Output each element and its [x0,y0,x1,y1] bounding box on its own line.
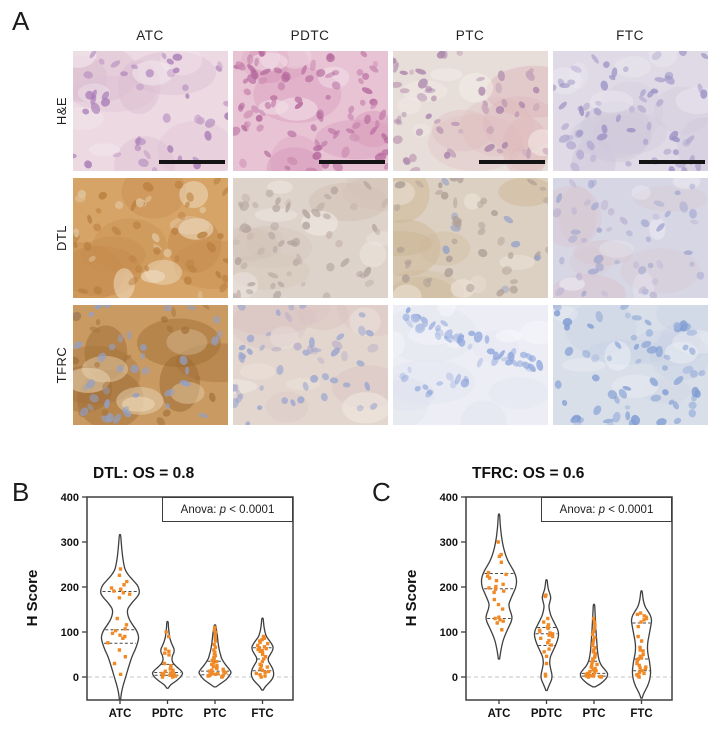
anova-prefix: Anova: [180,503,220,516]
x-tick-label: ATC [109,708,132,720]
column-header-ftc: FTC [616,28,644,43]
x-tick-label: FTC [251,708,273,720]
y-tick-label: 300 [61,537,79,549]
tissue-image [73,305,228,425]
row-label-dtl: DTL [54,224,69,252]
tissue-image [233,305,388,425]
chart-tfrc-ylabel: H Score [403,569,420,627]
tissue-image [553,305,708,425]
histology-cell-DTL-PDTC [233,178,388,298]
tissue-image [553,51,708,171]
tissue-image [393,51,548,171]
histology-cell-DTL-ATC [73,178,228,298]
chart-dtl-title: DTL: OS = 0.8 [93,465,195,482]
chart-dtl-anova-annotation: Anova: p < 0.0001 [162,497,293,522]
data-points-PDTC [537,593,555,678]
data-points-FTC [635,611,649,679]
anova-value: < 0.0001 [226,503,275,516]
data-points-PTC [584,616,604,679]
anova-prefix: Anova: [559,503,599,516]
anova-p-symbol: p [598,503,606,516]
x-tick-label: PDTC [152,708,183,720]
histology-cell-HE-ATC [73,51,228,171]
column-header-pdtc: PDTC [290,28,330,43]
anova-value: < 0.0001 [605,503,654,516]
chart-tfrc-anova-annotation: Anova: p < 0.0001 [541,497,672,522]
tissue-image [233,178,388,298]
x-tick-label: PTC [583,708,606,720]
chart-dtl: DTL: OS = 0.8 Anova: p < 0.0001 H Score … [0,464,330,733]
violin-ATC [480,513,518,660]
y-tick-label: 100 [61,627,79,639]
column-header-atc: ATC [136,28,164,43]
tissue-image [393,305,548,425]
scale-bar [319,160,385,164]
row-label-tfrc: TFRC [54,346,69,384]
tissue-image [393,178,548,298]
histology-cell-HE-PDTC [233,51,388,171]
y-tick-label: 0 [73,672,79,684]
data-points-FTC [254,634,271,679]
scale-bar [479,160,545,164]
chart-dtl-ylabel: H Score [24,569,41,627]
tissue-image [233,51,388,171]
x-tick-label: PDTC [531,708,562,720]
y-tick-label: 400 [61,492,79,504]
y-tick-label: 200 [61,582,79,594]
violin-FTC [630,590,653,699]
histology-cell-TFRC-PTC [393,305,548,425]
histology-cell-TFRC-ATC [73,305,228,425]
histology-cell-TFRC-FTC [553,305,708,425]
scale-bar [159,160,225,164]
data-points-PTC [206,625,228,679]
tissue-image [553,178,708,298]
chart-dtl-plot: 0 100 200 300 400 ATC PDTC PTC FTC [61,492,294,720]
panel-c-label: C [372,477,391,507]
data-points-PDTC [160,630,178,679]
y-tick-label: 0 [452,672,458,684]
chart-tfrc: TFRC: OS = 0.6 Anova: p < 0.0001 H Score… [379,464,709,733]
anova-p-symbol: p [219,503,227,516]
histology-cell-DTL-FTC [553,178,708,298]
panel-b-label: B [12,477,30,507]
panel-a-label: A [12,6,30,36]
row-label-he: H&E [54,96,69,126]
histology-cell-HE-PTC [393,51,548,171]
tissue-image [73,51,228,171]
data-points-ATC [485,540,508,632]
tissue-image [73,178,228,298]
x-tick-label: FTC [630,708,652,720]
violin-ATC [100,533,140,701]
column-header-ptc: PTC [455,28,485,43]
y-tick-label: 400 [440,492,458,504]
chart-tfrc-title: TFRC: OS = 0.6 [472,465,585,482]
y-tick-label: 100 [440,627,458,639]
x-tick-label: PTC [204,708,227,720]
data-points-ATC [106,567,132,676]
histology-cell-HE-FTC [553,51,708,171]
y-tick-label: 200 [440,582,458,594]
histology-cell-TFRC-PDTC [233,305,388,425]
histology-cell-DTL-PTC [393,178,548,298]
scale-bar [639,160,705,164]
x-tick-label: ATC [488,708,511,720]
y-tick-label: 300 [440,537,458,549]
